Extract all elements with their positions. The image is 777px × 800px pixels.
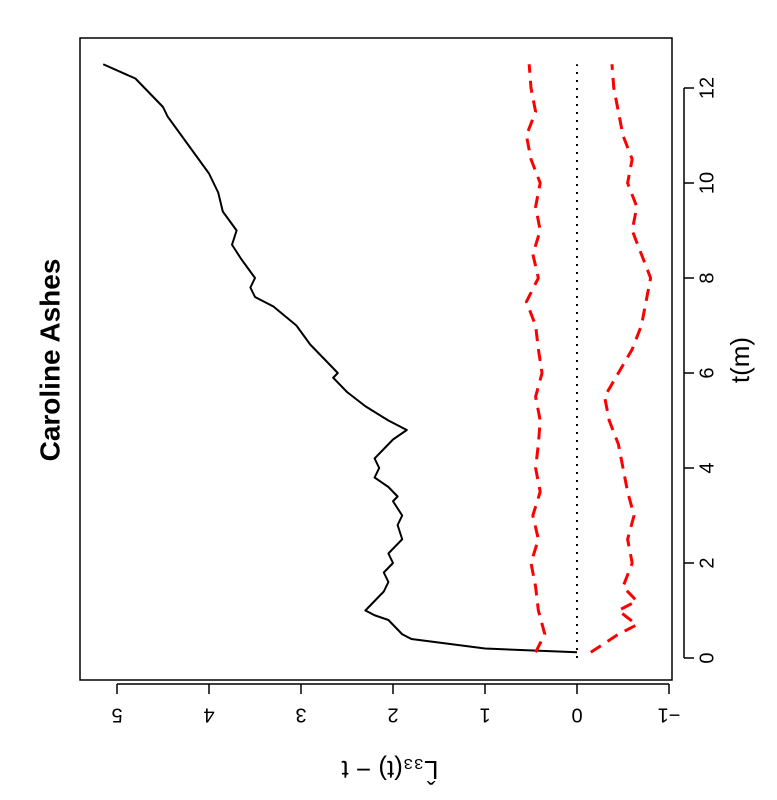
y-tick-label: 1 (479, 704, 490, 726)
x-tick-label: 0 (696, 652, 718, 663)
series-line (524, 64, 547, 653)
plot-box (79, 37, 673, 681)
y-tick-label: 4 (203, 704, 214, 726)
x-axis-label: t(m) (725, 337, 755, 383)
chart-title: Caroline Ashes (34, 259, 65, 462)
x-tick-label: 4 (696, 462, 718, 473)
y-tick-label: −1 (658, 704, 681, 726)
y-tick-label: 2 (387, 704, 398, 726)
x-tick-label: 10 (696, 172, 718, 194)
y-tick-label: 3 (295, 704, 306, 726)
y-tick-label: 0 (571, 704, 582, 726)
x-tick-label: 12 (696, 77, 718, 99)
y-tick-label: 5 (111, 704, 122, 726)
y-axis-label: L̂₃₃(t) − t (341, 755, 439, 785)
x-tick-label: 6 (696, 367, 718, 378)
x-tick-label: 2 (696, 557, 718, 568)
x-tick-label: 8 (696, 272, 718, 283)
series-line (589, 64, 653, 654)
series-line (102, 63, 578, 654)
